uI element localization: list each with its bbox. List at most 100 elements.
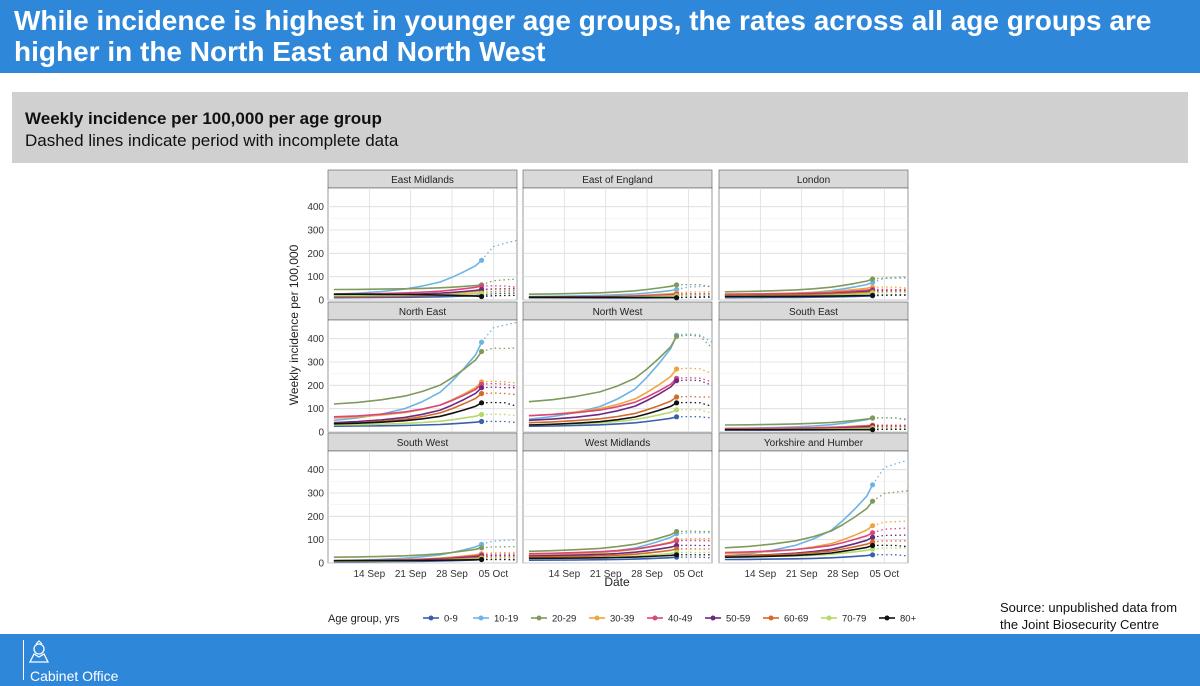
x-tick-label: 21 Sep [395,569,427,580]
series-line-40-49 [724,531,873,554]
series-dashed-50-59 [481,386,517,389]
y-axis-title: Weekly incidence per 100,000 [287,244,301,405]
series-line-60-69 [528,548,677,558]
series-dashed-40-49 [676,376,713,383]
series-line-40-49 [528,540,677,555]
x-tick-label: 05 Oct [870,569,900,580]
series-dashed-30-39 [481,380,518,384]
legend-label: 10-19 [494,614,518,625]
series-line-20-29 [528,335,678,403]
series-line-80+ [724,544,873,558]
series-dashed-20-29 [676,283,713,288]
panel-title: South East [789,307,838,318]
series-line-80+ [333,402,482,425]
series-line-20-29 [333,284,482,291]
legend-key-marker [710,615,716,621]
series-endpoint-80+ [869,292,876,298]
panel-plot-area [327,450,518,564]
panel-title: North East [399,307,446,318]
panel-title: North West [593,307,643,318]
series-dashed-50-59 [481,554,518,557]
y-tick-label: 300 [307,489,324,500]
series-line-80+ [528,554,677,560]
series-dashed-10-19 [872,276,909,284]
series-dashed-30-39 [481,551,518,555]
series-dashed-60-69 [872,290,909,293]
series-dashed-60-69 [481,392,518,396]
x-tick-label: 14 Sep [548,569,580,580]
panel-plot-area [522,187,713,301]
series-endpoint-80+ [673,400,680,406]
series-dashed-70-79 [481,291,518,295]
chart-caption-note: Dashed lines indicate period with incomp… [25,131,399,150]
series-dashed-80+ [481,401,518,407]
series-line-10-19 [528,334,678,420]
series-endpoint-70-79 [478,411,485,418]
panel-title: South West [397,438,449,449]
slide-title: While incidence is highest in younger ag… [14,5,1152,67]
series-dashed-80+ [481,294,518,298]
y-tick-label: 0 [318,428,324,439]
x-tick-label: 21 Sep [590,569,622,580]
series-dashed-70-79 [481,413,518,417]
series-line-80+ [333,293,482,298]
series-endpoint-80+ [478,400,485,406]
y-tick-label: 100 [307,404,324,415]
series-line-40-49 [528,377,678,417]
x-tick-label: 05 Oct [479,569,509,580]
series-line-0-9 [528,416,677,427]
series-endpoint-50-59 [869,534,876,540]
series-dashed-0-9 [676,415,713,419]
y-tick-label: 200 [307,512,324,523]
series-endpoint-20-29 [673,282,680,288]
panel-title: London [797,175,830,186]
series-dashed-40-49 [872,527,909,534]
series-dashed-0-9 [872,554,909,557]
x-tick-label: 28 Sep [827,569,859,580]
series-line-40-49 [724,288,873,295]
legend-key-marker [594,615,600,621]
series-dashed-30-39 [872,520,909,527]
y-tick-label: 0 [318,559,324,570]
series-dashed-0-9 [676,556,713,559]
series-line-80+ [528,402,678,426]
series-line-10-19 [528,288,677,298]
panel-title: East Midlands [391,175,454,186]
series-endpoint-20-29 [478,348,485,355]
x-tick-label: 14 Sep [744,569,776,580]
slide-header: While incidence is highest in younger ag… [0,0,1200,73]
series-line-50-59 [333,387,483,424]
series-line-10-19 [333,259,483,295]
series-dashed-30-39 [872,286,909,289]
series-endpoint-0-9 [478,418,485,425]
series-dashed-60-69 [481,290,518,294]
series-line-0-9 [724,554,873,561]
series-dashed-70-79 [676,408,713,414]
series-dashed-40-49 [481,285,518,288]
legend-label: 70-79 [842,614,866,625]
series-line-40-49 [333,383,483,418]
series-line-20-29 [333,547,482,558]
x-tick-label: 21 Sep [786,569,818,580]
series-endpoint-80+ [478,556,485,563]
series-endpoint-40-49 [673,538,680,544]
series-endpoint-20-29 [869,498,876,504]
series-endpoint-20-29 [673,333,680,339]
series-endpoint-50-59 [478,385,485,391]
legend-label: 80+ [900,614,917,625]
panel-title: West Midlands [585,438,650,449]
series-line-70-79 [333,413,482,426]
y-tick-label: 300 [307,358,324,369]
series-endpoint-20-29 [673,528,680,535]
footer-org-name: Cabinet Office [30,668,119,684]
series-dashed-10-19 [481,321,518,343]
legend-key-marker [826,615,832,621]
chart-caption-title: Weekly incidence per 100,000 per age gro… [25,109,382,128]
legend-label: 50-59 [726,614,750,625]
series-endpoint-10-19 [478,257,485,263]
series-dashed-80+ [676,296,713,299]
series-endpoint-80+ [869,427,876,433]
panel-plot-area [718,187,909,301]
series-dashed-10-19 [481,239,518,261]
series-dashed-20-29 [872,277,909,280]
